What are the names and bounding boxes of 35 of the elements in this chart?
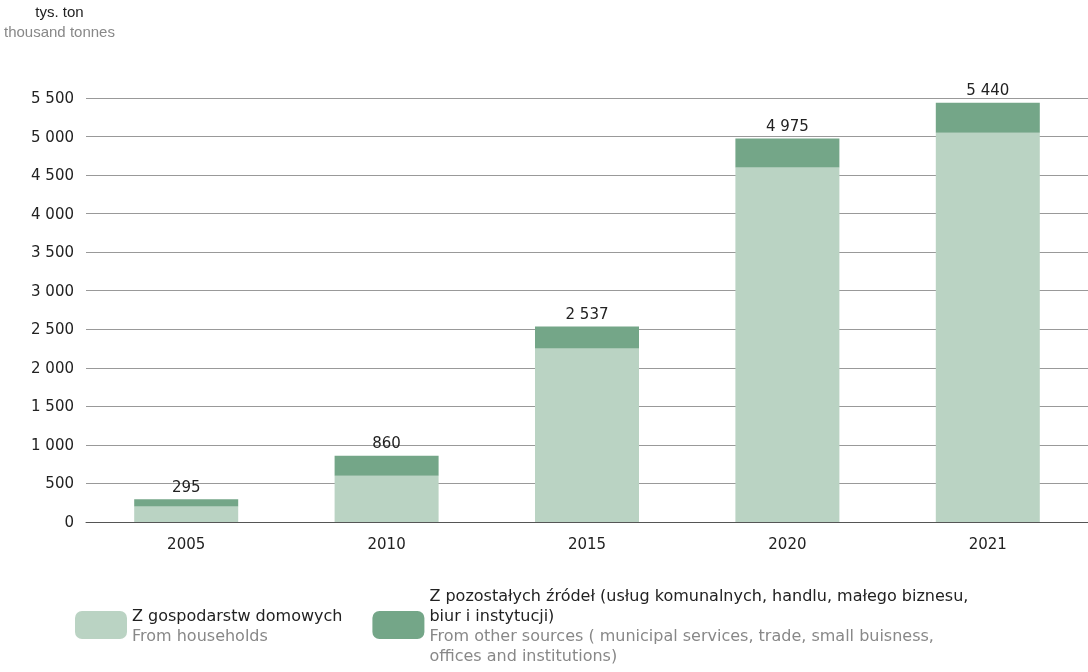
bar bbox=[935, 102, 1040, 133]
bar bbox=[334, 455, 439, 476]
y-tick-label: 4 000 bbox=[31, 204, 74, 223]
total-label: 5 440 bbox=[966, 81, 1010, 100]
bar bbox=[334, 475, 439, 522]
y-tick-label: 5 500 bbox=[31, 89, 74, 107]
bar bbox=[735, 167, 840, 522]
bar bbox=[935, 132, 1040, 522]
total-label: 2 537 bbox=[565, 304, 609, 323]
y-tick-label: 3 500 bbox=[31, 243, 74, 262]
x-tick-label: 2021 bbox=[968, 534, 1007, 553]
y-tick-label: 0 bbox=[64, 513, 74, 531]
y-tick-label: 3 000 bbox=[31, 281, 74, 300]
bar bbox=[535, 326, 639, 349]
y-tick-label: 1 500 bbox=[31, 397, 74, 416]
bar bbox=[134, 506, 239, 522]
legend-label: Z gospodarstw domowych From households bbox=[132, 605, 343, 645]
x-tick-label: 2020 bbox=[768, 534, 807, 553]
total-label: 4 975 bbox=[765, 116, 809, 135]
y-tick-label: 5 000 bbox=[31, 127, 74, 146]
y-tick-label: 2 000 bbox=[31, 358, 74, 377]
bar bbox=[134, 499, 239, 507]
legend-label: Z pozostałych źródeł (usług komunalnych, handlu, małego biznesu, biur i instytucji) From other sources ( municipal services, trade, small buisness, offices and institutions) bbox=[429, 585, 969, 665]
x-tick-label: 2010 bbox=[367, 534, 406, 553]
y-tick-label: 4 500 bbox=[31, 166, 74, 185]
bar bbox=[735, 138, 840, 168]
total-label: 860 bbox=[372, 434, 401, 453]
x-tick-label: 2015 bbox=[567, 534, 607, 553]
y-axis-title: tys. ton thousand tonnes bbox=[3, 3, 115, 40]
x-tick-label: 2005 bbox=[167, 534, 206, 553]
y-tick-label: 2 500 bbox=[31, 320, 74, 339]
total-label: 295 bbox=[171, 477, 201, 496]
y-tick-label: 500 bbox=[45, 474, 74, 493]
y-tick-label: 1 000 bbox=[31, 435, 74, 454]
bar bbox=[535, 348, 639, 522]
